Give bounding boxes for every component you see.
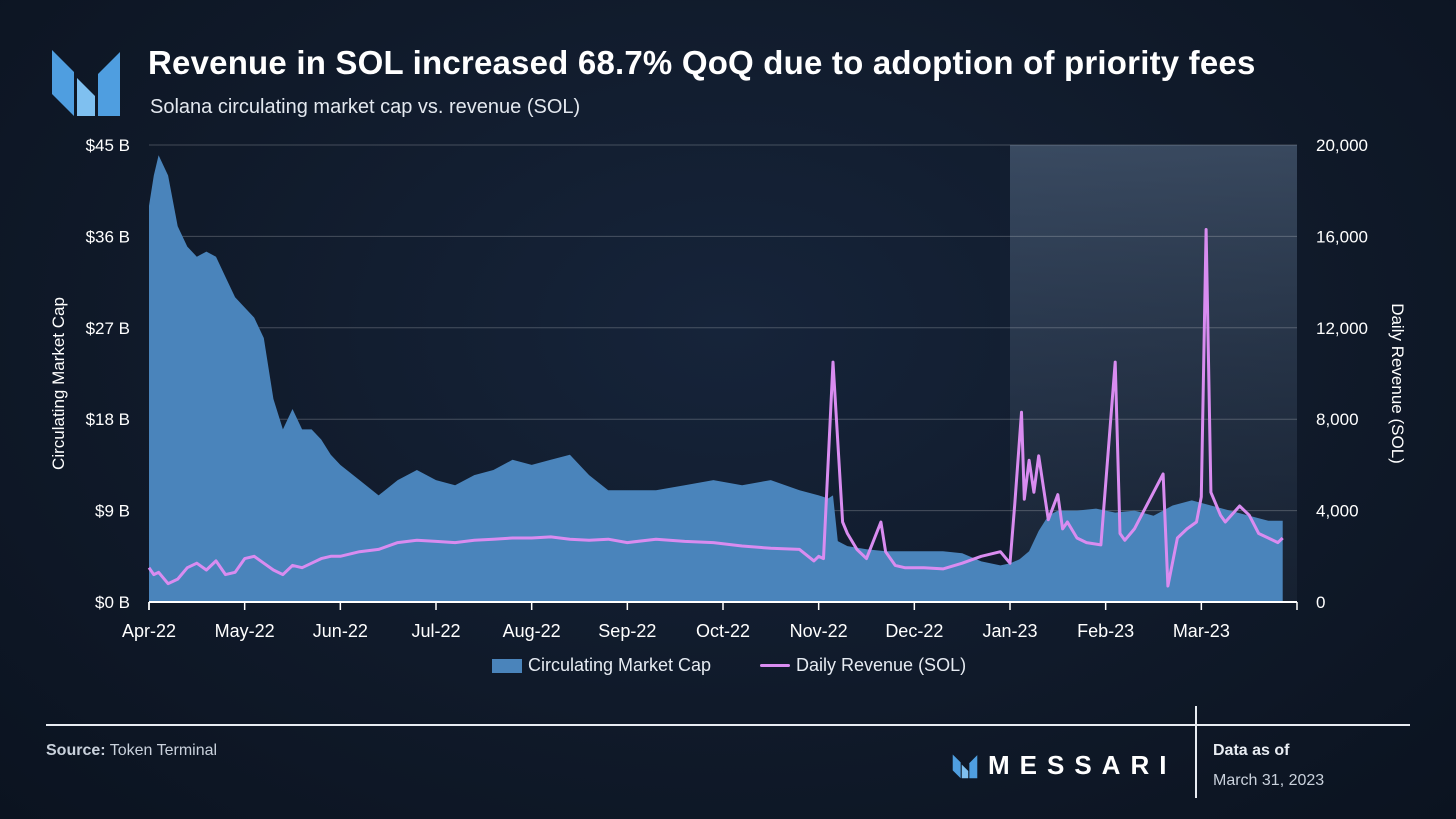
- y-left-axis-title: Circulating Market Cap: [49, 297, 68, 470]
- revenue-line: [147, 228, 1284, 588]
- x-tick-label: Dec-22: [885, 621, 943, 641]
- y-right-tick-label: 12,000: [1316, 319, 1368, 338]
- y-left-tick-label: $36 B: [86, 227, 130, 246]
- y-left-tick-label: $0 B: [95, 593, 130, 612]
- x-tick-label: Oct-22: [696, 621, 750, 641]
- y-left-tick-label: $45 B: [86, 136, 130, 155]
- legend-swatch-area: [492, 658, 522, 673]
- footer-vertical-divider: [1195, 706, 1197, 798]
- brand: MESSARI: [952, 750, 1176, 781]
- legend: Circulating Market Cap Daily Revenue (SO…: [0, 655, 1456, 679]
- x-tick-label: Jan-23: [982, 621, 1037, 641]
- legend-label-revenue: Daily Revenue (SOL): [796, 655, 967, 675]
- footer-divider-line: [46, 724, 1410, 726]
- data-as-of-label: Data as of: [1213, 742, 1290, 759]
- y-right-axis-title: Daily Revenue (SOL): [1388, 303, 1407, 464]
- market-cap-area: [149, 155, 1283, 602]
- x-tick-label: Sep-22: [598, 621, 656, 641]
- y-right-tick-label: 20,000: [1316, 136, 1368, 155]
- messari-logo-icon: [52, 50, 120, 116]
- y-left-tick-label: $18 B: [86, 410, 130, 429]
- source-label: Source:: [46, 742, 106, 759]
- x-tick-label: May-22: [215, 621, 275, 641]
- y-right-tick-label: 8,000: [1316, 410, 1359, 429]
- x-tick-label: Mar-23: [1173, 621, 1230, 641]
- source-value: Token Terminal: [109, 742, 218, 759]
- data-as-of-date: March 31, 2023: [1213, 772, 1325, 789]
- legend-swatch-line: [760, 664, 790, 667]
- source-note: Source: Token Terminal: [46, 742, 217, 760]
- x-tick-label: Nov-22: [790, 621, 848, 641]
- y-left-tick-label: $27 B: [86, 319, 130, 338]
- x-tick-label: Jun-22: [313, 621, 368, 641]
- legend-item-market-cap: Circulating Market Cap: [492, 655, 711, 676]
- y-right-tick-label: 4,000: [1316, 502, 1359, 521]
- x-tick-label: Feb-23: [1077, 621, 1134, 641]
- x-tick-label: Apr-22: [122, 621, 176, 641]
- legend-item-revenue: Daily Revenue (SOL): [760, 655, 966, 676]
- y-right-tick-label: 0: [1316, 593, 1325, 612]
- brand-name: MESSARI: [988, 750, 1177, 780]
- y-left-tick-label: $9 B: [95, 502, 130, 521]
- y-right-tick-label: 16,000: [1316, 227, 1368, 246]
- messari-brand-icon: [952, 753, 978, 778]
- chart-title: Revenue in SOL increased 68.7% QoQ due t…: [148, 44, 1256, 81]
- chart-subtitle: Solana circulating market cap vs. revenu…: [150, 96, 581, 118]
- x-tick-label: Jul-22: [411, 621, 460, 641]
- x-tick-label: Aug-22: [503, 621, 561, 641]
- legend-label-market-cap: Circulating Market Cap: [528, 655, 712, 675]
